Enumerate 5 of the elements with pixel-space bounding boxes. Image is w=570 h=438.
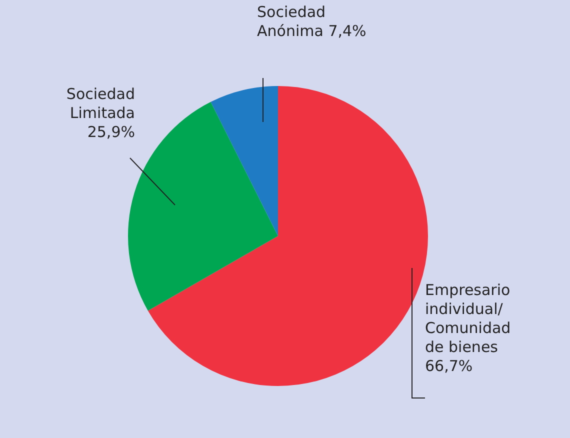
slice-label: Empresario individual/ Comunidad de bienes [425,281,511,356]
slice-label: Sociedad Limitada [66,85,135,122]
slice-label: Sociedad Anónima 7,4% [257,3,368,41]
data-label: 25,9% [87,123,135,141]
data-label: 66,7% [425,357,473,375]
